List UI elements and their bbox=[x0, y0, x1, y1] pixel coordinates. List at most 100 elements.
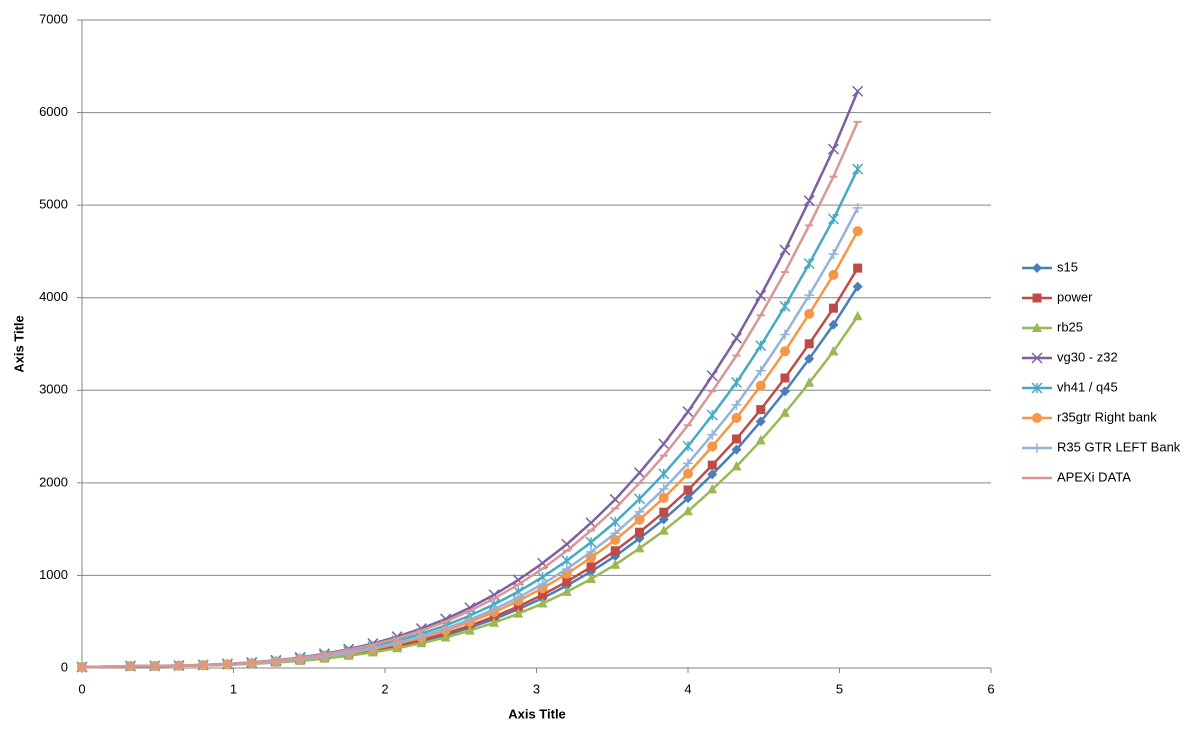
legend-label: rb25 bbox=[1057, 319, 1083, 334]
marker bbox=[633, 467, 646, 479]
marker bbox=[538, 590, 548, 600]
marker bbox=[658, 468, 670, 480]
x-tick-label: 5 bbox=[836, 681, 843, 696]
marker bbox=[440, 631, 451, 642]
legend-item: vh41 / q45 bbox=[1022, 379, 1118, 394]
x-tick-label: 4 bbox=[684, 681, 691, 696]
marker bbox=[780, 373, 790, 383]
marker bbox=[706, 409, 718, 421]
marker bbox=[828, 303, 838, 313]
marker bbox=[804, 308, 815, 319]
marker bbox=[852, 202, 863, 213]
marker bbox=[489, 604, 500, 615]
y-tick-label: 5000 bbox=[39, 197, 68, 212]
x-tick-label: 2 bbox=[381, 681, 388, 696]
legend-item: s15 bbox=[1022, 259, 1078, 274]
marker bbox=[852, 310, 863, 321]
series-line bbox=[81, 90, 859, 669]
legend-label: r35gtr Right bank bbox=[1057, 409, 1157, 424]
marker bbox=[610, 546, 620, 556]
marker bbox=[852, 281, 863, 292]
legend-item: R35 GTR LEFT Bank bbox=[1022, 439, 1181, 454]
marker bbox=[731, 434, 741, 444]
marker bbox=[659, 507, 669, 517]
marker bbox=[658, 492, 669, 503]
marker bbox=[707, 460, 717, 470]
y-tick-label: 1000 bbox=[39, 567, 68, 582]
marker bbox=[731, 412, 742, 423]
legend-label: APEXi DATA bbox=[1057, 469, 1131, 484]
marker bbox=[707, 441, 718, 452]
x-tick-label: 6 bbox=[987, 681, 994, 696]
marker bbox=[755, 365, 766, 376]
marker bbox=[682, 440, 694, 452]
marker bbox=[779, 329, 790, 340]
marker bbox=[828, 249, 839, 260]
marker bbox=[731, 399, 742, 410]
marker bbox=[755, 289, 767, 302]
marker bbox=[804, 290, 815, 301]
legend-item: vg30 - z32 bbox=[1022, 349, 1118, 364]
marker bbox=[755, 416, 766, 427]
marker bbox=[779, 300, 791, 312]
marker bbox=[852, 163, 864, 175]
marker bbox=[731, 444, 742, 455]
marker bbox=[586, 546, 597, 557]
marker bbox=[706, 370, 718, 382]
x-tick-label: 0 bbox=[78, 681, 85, 696]
legend-label: vh41 / q45 bbox=[1057, 379, 1118, 394]
y-tick-label: 6000 bbox=[39, 104, 68, 119]
marker bbox=[634, 506, 645, 517]
marker bbox=[658, 525, 669, 535]
marker bbox=[416, 631, 427, 642]
marker bbox=[489, 617, 500, 627]
marker bbox=[804, 339, 814, 349]
marker bbox=[658, 514, 669, 525]
marker bbox=[561, 563, 572, 574]
marker bbox=[609, 493, 621, 505]
marker bbox=[707, 483, 718, 494]
marker bbox=[852, 85, 864, 97]
marker bbox=[755, 380, 766, 391]
marker bbox=[853, 263, 863, 273]
marker bbox=[513, 608, 524, 618]
marker bbox=[707, 469, 718, 480]
marker bbox=[683, 458, 693, 469]
marker bbox=[827, 143, 839, 155]
marker bbox=[803, 258, 815, 270]
y-tick-label: 0 bbox=[61, 659, 68, 674]
marker bbox=[779, 407, 790, 417]
marker bbox=[683, 485, 693, 495]
marker bbox=[537, 579, 548, 590]
marker bbox=[852, 226, 863, 237]
marker bbox=[634, 514, 645, 525]
marker bbox=[610, 534, 621, 545]
marker bbox=[562, 577, 572, 587]
x-tick-label: 1 bbox=[230, 681, 237, 696]
marker bbox=[755, 340, 767, 352]
marker bbox=[635, 527, 645, 537]
marker bbox=[658, 483, 669, 494]
x-axis-title: Axis Title bbox=[508, 706, 566, 721]
marker bbox=[1032, 413, 1042, 423]
marker bbox=[827, 213, 839, 225]
marker bbox=[1032, 263, 1042, 273]
marker bbox=[561, 586, 572, 596]
marker bbox=[1032, 293, 1042, 303]
marker bbox=[730, 376, 743, 389]
marker bbox=[586, 573, 597, 583]
marker bbox=[440, 623, 451, 634]
legend-item: APEXi DATA bbox=[1022, 469, 1131, 484]
x-tick-label: 3 bbox=[533, 681, 540, 696]
y-tick-label: 4000 bbox=[39, 289, 68, 304]
y-tick-label: 2000 bbox=[39, 474, 68, 489]
legend-item: power bbox=[1022, 289, 1093, 304]
marker bbox=[803, 195, 815, 207]
marker bbox=[513, 592, 524, 603]
marker bbox=[683, 493, 693, 504]
marker bbox=[585, 536, 597, 548]
marker bbox=[464, 614, 475, 625]
marker bbox=[779, 244, 791, 256]
marker bbox=[634, 542, 645, 553]
